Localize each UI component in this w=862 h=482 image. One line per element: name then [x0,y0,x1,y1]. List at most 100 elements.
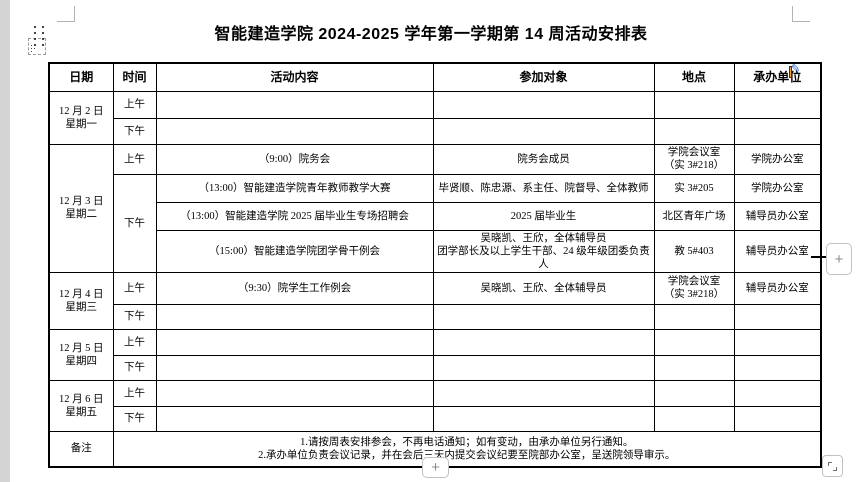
cell-activity-tue-pm-1[interactable]: （13:00）智能建造学院青年教师教学大赛 [155,173,434,203]
cell-organizer-tue-pm-2[interactable]: 辅导员办公室 [733,201,822,231]
cell-activity-tue-pm-2[interactable]: （13:00）智能建造学院 2025 届毕业生专场招聘会 [155,201,434,231]
header-row: 日期 时间 活动内容 参加对象 地点 承办单位 [48,62,822,92]
expand-icon [828,462,837,471]
participants-line1: 吴晓凯、王欣，全体辅导员 [480,232,607,244]
cell-location-wed-pm[interactable] [653,303,735,330]
cell-participants-wed-pm[interactable] [432,303,655,330]
cell-date-tuesday[interactable]: 12 月 3 日 星期二 [48,143,114,273]
weekday-text: 星期三 [65,301,98,313]
add-column-button[interactable]: + [826,243,852,275]
cell-time-fri-pm[interactable]: 下午 [112,405,157,432]
table-move-handle[interactable] [28,38,46,55]
cell-location-mon-am[interactable] [653,90,735,119]
cell-participants-thu-pm[interactable] [432,354,655,381]
cell-participants-tue-pm-3[interactable]: 吴晓凯、王欣，全体辅导员 团学部长及以上学生干部、24 级年级团委负责人 [432,229,655,273]
cell-participants-mon-am[interactable] [432,90,655,119]
table-row: （13:00）智能建造学院 2025 届毕业生专场招聘会 2025 届毕业生 北… [49,201,822,231]
cell-activity-mon-am[interactable] [155,90,434,119]
cell-location-tue-pm-1[interactable]: 实 3#205 [653,173,735,203]
cell-time-thu-am[interactable]: 上午 [112,328,157,356]
table-row: 下午 [49,405,822,432]
cell-participants-wed-am[interactable]: 吴晓凯、王欣、全体辅导员 [432,271,655,305]
cell-time-wed-pm[interactable]: 下午 [112,303,157,330]
cell-organizer-thu-pm[interactable] [733,354,822,381]
cell-date-wednesday[interactable]: 12 月 4 日 星期三 [48,271,114,330]
header-time[interactable]: 时间 [112,62,157,92]
cell-notes-label[interactable]: 备注 [48,430,114,468]
cell-activity-fri-am[interactable] [155,379,434,407]
cell-organizer-tue-am[interactable]: 学院办公室 [733,143,822,175]
add-row-button[interactable]: + [422,457,449,478]
cell-activity-tue-pm-3[interactable]: （15:00）智能建造学院团学骨干例会 [155,229,434,273]
cell-time-thu-pm[interactable]: 下午 [112,354,157,381]
cell-date-friday[interactable]: 12 月 6 日 星期五 [48,379,114,432]
cell-organizer-fri-pm[interactable] [733,405,822,432]
cell-organizer-wed-pm[interactable] [733,303,822,330]
location-line2: （实 3#218） [663,160,725,171]
cell-location-thu-pm[interactable] [653,354,735,381]
cell-location-tue-am[interactable]: 学院会议室 （实 3#218） [653,143,735,175]
cell-location-fri-pm[interactable] [653,405,735,432]
cell-location-wed-am[interactable]: 学院会议室 （实 3#218） [653,271,735,305]
cell-organizer-tue-pm-1[interactable]: 学院办公室 [733,173,822,203]
header-activity[interactable]: 活动内容 [155,62,434,92]
cell-time-fri-am[interactable]: 上午 [112,379,157,407]
cell-activity-thu-pm[interactable] [155,354,434,381]
cell-participants-fri-am[interactable] [432,379,655,407]
schedule-table: 日期 时间 活动内容 参加对象 地点 承办单位 12 月 2 日 星期一 上午 … [48,62,822,468]
cell-participants-tue-am[interactable]: 院务会成员 [432,143,655,175]
header-location[interactable]: 地点 [653,62,735,92]
cell-time-mon-am[interactable]: 上午 [112,90,157,119]
cell-activity-tue-am[interactable]: （9:00）院务会 [155,143,434,175]
cell-organizer-mon-pm[interactable] [733,117,822,145]
cell-date-thursday[interactable]: 12 月 5 日 星期四 [48,328,114,381]
header-organizer[interactable]: 承办单位 [733,62,822,92]
cell-organizer-fri-am[interactable] [733,379,822,407]
cell-location-fri-am[interactable] [653,379,735,407]
cell-organizer-wed-am[interactable]: 辅导员办公室 [733,271,822,305]
table-row: 下午 （13:00）智能建造学院青年教师教学大赛 毕贤顺、陈忠源、系主任、院督导… [49,173,822,273]
header-date[interactable]: 日期 [48,62,114,92]
table-row: 12 月 3 日 星期二 上午 （9:00）院务会 院务会成员 学院会议室 （实… [48,143,822,273]
cell-activity-fri-pm[interactable] [155,405,434,432]
cell-time-mon-pm[interactable]: 下午 [112,117,157,145]
margin-crop-mark-top-right [792,6,810,22]
table-row: 12 月 4 日 星期三 上午 （9:30）院学生工作例会 吴晓凯、王欣、全体辅… [48,271,822,330]
cell-participants-thu-am[interactable] [432,328,655,356]
cell-time-wed-am[interactable]: 上午 [112,271,157,305]
cell-activity-thu-am[interactable] [155,328,434,356]
cell-organizer-thu-am[interactable] [733,328,822,356]
location-line1: 学院会议室 [667,147,721,158]
cell-activity-wed-pm[interactable] [155,303,434,330]
cell-activity-wed-am[interactable]: （9:30）院学生工作例会 [155,271,434,305]
cell-location-tue-pm-2[interactable]: 北区青年广场 [653,201,735,231]
cell-participants-tue-pm-2[interactable]: 2025 届毕业生 [432,201,655,231]
cell-organizer-mon-am[interactable] [733,90,822,119]
weekday-text: 星期五 [65,406,98,418]
header-participants[interactable]: 参加对象 [432,62,655,92]
row-boundary-tick [811,256,826,258]
weekday-text: 星期一 [65,118,98,130]
page-title[interactable]: 智能建造学院 2024-2025 学年第一学期第 14 周活动安排表 [214,26,648,43]
cell-participants-fri-pm[interactable] [432,405,655,432]
cell-date-monday[interactable]: 12 月 2 日 星期一 [48,90,114,145]
pencil-icon: ✎ [791,62,801,75]
cell-participants-mon-pm[interactable] [432,117,655,145]
table-row: （15:00）智能建造学院团学骨干例会 吴晓凯、王欣，全体辅导员 团学部长及以上… [49,229,822,273]
table-row: 下午 [49,117,822,145]
cell-notes-content[interactable]: 1.请按周表安排参会，不再电话通知；如有变动，由承办单位另行通知。 2.承办单位… [112,430,822,468]
cell-location-thu-am[interactable] [653,328,735,356]
cell-time-tue-pm[interactable]: 下午 [112,173,157,273]
expand-table-button[interactable] [822,455,843,477]
table-row: 下午 [49,354,822,381]
weekday-text: 星期二 [65,209,98,220]
cell-time-tue-am[interactable]: 上午 [112,143,157,175]
cell-activity-mon-pm[interactable] [155,117,434,145]
cell-location-tue-pm-3[interactable]: 教 5#403 [653,229,735,273]
location-line2: （实 3#218） [663,289,725,300]
cell-location-mon-pm[interactable] [653,117,735,145]
cell-participants-tue-pm-1[interactable]: 毕贤顺、陈忠源、系主任、院督导、全体教师 [432,173,655,203]
cell-organizer-tue-pm-3[interactable]: 辅导员办公室 [733,229,822,273]
date-text: 12 月 5 日 [58,342,104,354]
